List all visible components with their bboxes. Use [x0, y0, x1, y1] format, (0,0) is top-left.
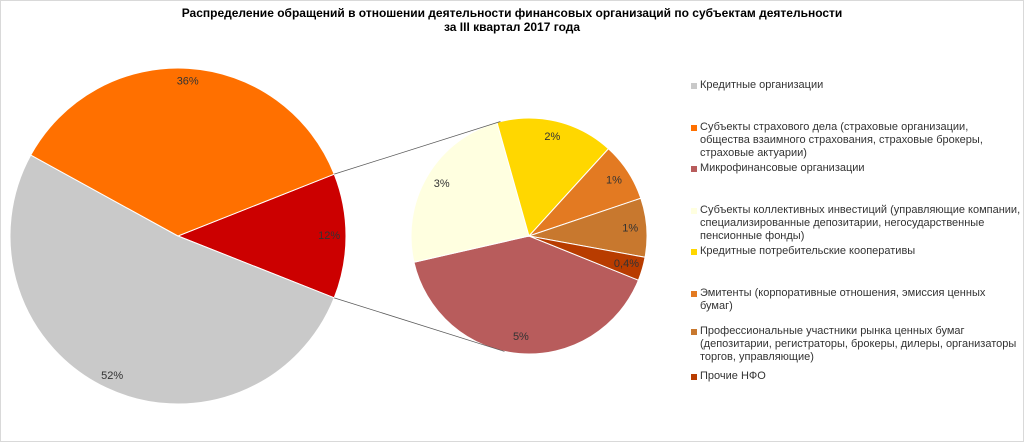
pie-slice [413, 235, 640, 355]
legend-label: Субъекты коллективных инвестиций (управл… [700, 204, 1021, 242]
pie-slice [176, 173, 347, 299]
data-label: 52% [101, 370, 123, 382]
legend-item: Субъекты страхового дела (страховые орга… [691, 121, 1021, 160]
legend-marker [691, 249, 697, 255]
pie-slice [410, 121, 530, 263]
data-label: 0,4% [614, 258, 639, 270]
legend-label: Кредитные организации [700, 79, 824, 91]
data-label: 36% [177, 76, 199, 88]
legend-item: Кредитные потребительские кооперативы [691, 245, 1021, 258]
legend-label: Субъекты страхового дела (страховые орга… [700, 121, 983, 159]
legend-item: Кредитные организации [691, 79, 1021, 92]
connector-line [334, 121, 501, 175]
legend-marker [691, 125, 697, 131]
legend-item: Эмитенты (корпоративные отношения, эмисс… [691, 287, 1021, 313]
chart-title: Распределение обращений в отношении деят… [182, 6, 843, 20]
pie-slice [496, 117, 610, 238]
data-label: 12% [318, 230, 340, 242]
data-label: 2% [544, 131, 560, 143]
legend-marker [691, 329, 697, 335]
connector-line [334, 297, 505, 352]
data-label: 1% [606, 174, 622, 186]
legend-marker [691, 291, 697, 297]
legend-label: Микрофинансовые организации [700, 162, 865, 174]
legend-label: Профессиональные участники рынка ценных … [700, 325, 1017, 363]
legend-marker [691, 166, 697, 172]
legend-item: Профессиональные участники рынка ценных … [691, 325, 1021, 364]
legend-item: Микрофинансовые организации [691, 162, 1021, 175]
legend-label: Прочие НФО [700, 370, 766, 382]
legend-label: Эмитенты (корпоративные отношения, эмисс… [700, 287, 986, 312]
pie-slice [30, 67, 335, 237]
legend-marker [691, 83, 697, 89]
legend-marker [691, 374, 697, 380]
legend-item: Прочие НФО [691, 370, 1021, 383]
data-label: 1% [622, 223, 638, 235]
legend-label: Кредитные потребительские кооперативы [700, 245, 916, 257]
data-label: 3% [434, 178, 450, 190]
legend-marker [691, 208, 697, 214]
data-label: 5% [513, 331, 529, 343]
pie-slice [528, 235, 646, 281]
pie-slice [9, 154, 335, 405]
chart-subtitle: за III квартал 2017 года [444, 20, 580, 34]
legend-item: Субъекты коллективных инвестиций (управл… [691, 204, 1021, 243]
